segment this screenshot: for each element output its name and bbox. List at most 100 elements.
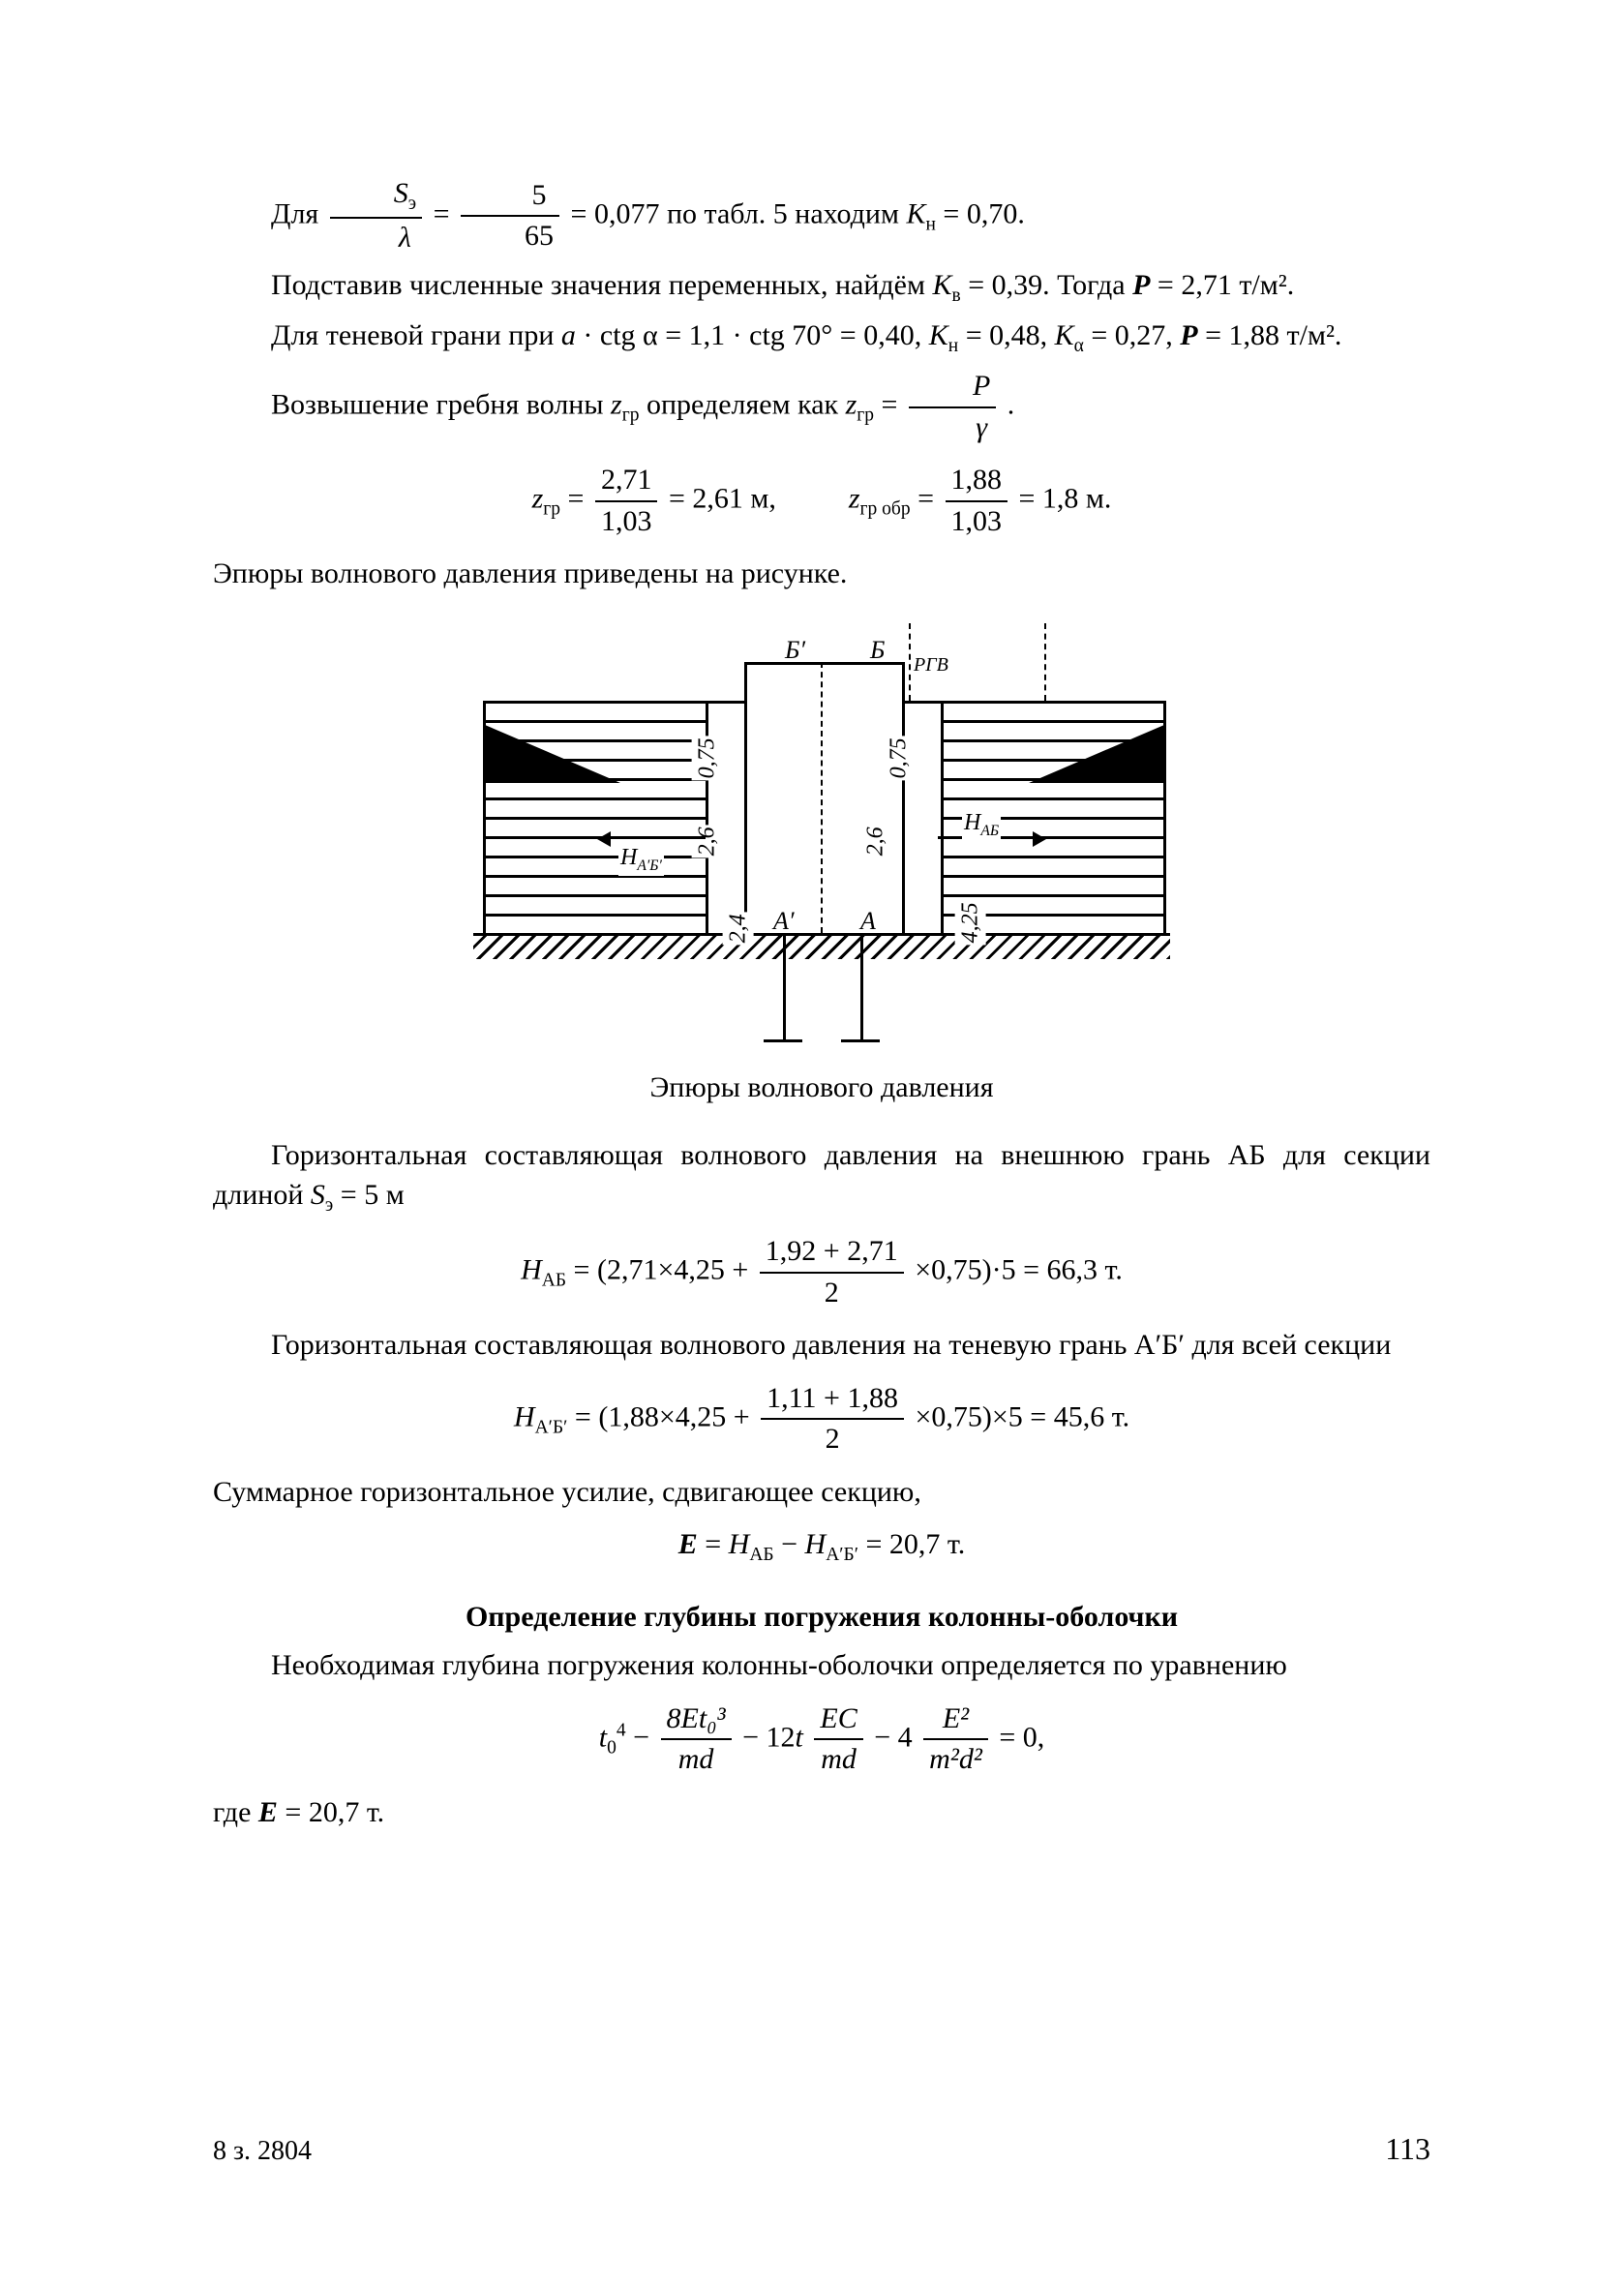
dim-075-l: 0,75 (692, 736, 723, 780)
sym-Ka: K (1055, 319, 1074, 351)
ground (473, 933, 1170, 959)
label-HA'B': HА′Б′ (618, 842, 664, 876)
roof-right (1029, 725, 1164, 783)
sym-z3-sub: гр (543, 499, 560, 520)
para-1: Для Sэ λ = 5 65 = 0,077 по табл. 5 наход… (213, 174, 1430, 258)
frac-5-65: 5 65 (461, 176, 559, 256)
p6-b: = 5 м (341, 1179, 405, 1211)
sym-z1-sub: гр (622, 406, 640, 426)
page-number: 113 (1385, 2128, 1430, 2170)
hatch-left (483, 701, 711, 939)
label-Ap: А′ (773, 904, 795, 938)
f271-num: 2,71 (595, 461, 658, 502)
sym-HApBp2: H (805, 1528, 827, 1560)
eq2-rhs: ×0,75)·5 = 66,3 т. (915, 1254, 1123, 1286)
sym-z4-sub: гр обр (860, 499, 911, 520)
sym-Kn2: K (929, 319, 948, 351)
sym-a: a (561, 319, 576, 351)
frac-EC-md: EC md (814, 1699, 862, 1780)
pillar (744, 662, 905, 939)
label-HAB: HАБ (962, 807, 1001, 841)
p4-b: определяем как (647, 389, 846, 421)
den-65: 65 (461, 217, 559, 256)
sym-S2-sub: э (325, 1195, 333, 1216)
sym-lambda: λ (330, 219, 422, 258)
f188-den: 1,03 (946, 502, 1008, 542)
sym-Kn-sub: н (925, 214, 935, 234)
sym-E2: E (258, 1796, 278, 1828)
sym-P1: P (1132, 269, 1150, 301)
sym-HAB: H (521, 1254, 542, 1286)
label-B: Б (870, 633, 885, 667)
equation-HA'B': HА′Б′ = (1,88×4,25 + 1,11 + 1,88 2 ×0,75… (213, 1379, 1430, 1459)
p1-a: Для (271, 197, 326, 229)
p1-c: = 0,70. (943, 197, 1024, 229)
sym-HApBp-sub: А′Б′ (535, 1417, 568, 1437)
footer-left: 8 з. 2804 (213, 2133, 312, 2170)
rod-tick-right (841, 1039, 880, 1042)
fpg-num: P (909, 367, 996, 408)
sym-HAB2-sub: АБ (749, 1545, 773, 1565)
dim-26-r: 2,6 (860, 825, 891, 857)
f8e-num: 8Et₀³ (661, 1699, 732, 1741)
f188-num: 1,88 (946, 461, 1008, 502)
p10-a: где (213, 1796, 258, 1828)
sym-z3: z (532, 483, 544, 515)
p3-b: · ctg α = 1,1 · ctg 70° = 0,40, (583, 319, 928, 351)
f271-den: 1,03 (595, 502, 658, 542)
p2-a: Подставив численные значения переменных,… (271, 269, 932, 301)
label-A: А (860, 904, 876, 938)
equation-HAB: HАБ = (2,71×4,25 + 1,92 + 2,71 2 ×0,75)·… (213, 1232, 1430, 1312)
p1-b: = 0,077 по табл. 5 находим (571, 197, 907, 229)
frac-271-103: 2,71 1,03 (595, 461, 658, 541)
sym-Kv: K (932, 269, 951, 301)
sym-t0a: t (599, 1721, 607, 1753)
fe2-den: m²d² (923, 1740, 988, 1780)
eq1-mid: = 2,61 м, (669, 483, 776, 515)
p3-a: Для теневой грани при (271, 319, 561, 351)
dim-26-l: 2,6 (692, 825, 723, 857)
p3-d: = 0,27, (1091, 319, 1180, 351)
p2-b: = 0,39. Тогда (968, 269, 1132, 301)
sym-P2: P (1180, 319, 1197, 351)
sym-z2-sub: гр (857, 406, 874, 426)
para-9: Необходимая глубина погружения колонны-о… (213, 1646, 1430, 1686)
sym-z4: z (849, 483, 860, 515)
sym-S-sub: э (408, 194, 416, 214)
f8e-den: md (661, 1740, 732, 1780)
label-Bp: Б′ (785, 633, 805, 667)
figure-caption: Эпюры волнового давления (213, 1068, 1430, 1108)
eq2-lhs: = (2,71×4,25 + (574, 1254, 756, 1286)
eq1-right: = 1,8 м. (1019, 483, 1112, 515)
frac-P-gamma: P γ (909, 367, 996, 447)
sym-HApBp: H (514, 1400, 535, 1432)
dim-24: 2,4 (723, 912, 754, 945)
p2-c: = 2,71 т/м². (1158, 269, 1294, 301)
para-2: Подставив численные значения переменных,… (213, 266, 1430, 309)
fe2-num: E² (923, 1699, 988, 1741)
sym-E1: E (678, 1528, 698, 1560)
para-6: Горизонтальная составляющая волнового да… (213, 1136, 1430, 1218)
arrow-h-left (599, 836, 706, 839)
page: Для Sэ λ = 5 65 = 0,077 по табл. 5 наход… (0, 0, 1624, 2286)
sym-t0a-sub: 0 (607, 1737, 617, 1758)
dim-425: 4,25 (955, 900, 986, 945)
para-3: Для теневой грани при a · ctg α = 1,1 · … (213, 316, 1430, 359)
eq4: = 20,7 т. (866, 1528, 966, 1560)
figure-pressure-diagram: Б′ Б РГВ А А′ 0,75 0,75 2,6 2,6 2,4 4,25… (483, 623, 1160, 1049)
eq3-lhs: = (1,88×4,25 + (575, 1400, 757, 1432)
para-7: Горизонтальная составляющая волнового да… (213, 1326, 1430, 1366)
dash-top-right (1044, 623, 1046, 701)
rod-right (860, 933, 863, 1039)
fec-num: EC (814, 1699, 862, 1741)
fec-den: md (814, 1740, 862, 1780)
label-rgv: РГВ (914, 652, 948, 678)
sym-z2: z (846, 389, 857, 421)
para-4: Возвышение гребня волны zгр определяем к… (213, 367, 1430, 447)
frac-192-271: 1,92 + 2,71 2 (760, 1232, 904, 1312)
equation-zgr: zгр = 2,71 1,03 = 2,61 м, zгр обр = 1,88… (213, 461, 1430, 541)
p3-c: = 0,48, (966, 319, 1055, 351)
para-8: Суммарное горизонтальное усилие, сдвигаю… (213, 1473, 1430, 1513)
num-5: 5 (461, 176, 559, 218)
eq-sign: = (434, 197, 457, 229)
